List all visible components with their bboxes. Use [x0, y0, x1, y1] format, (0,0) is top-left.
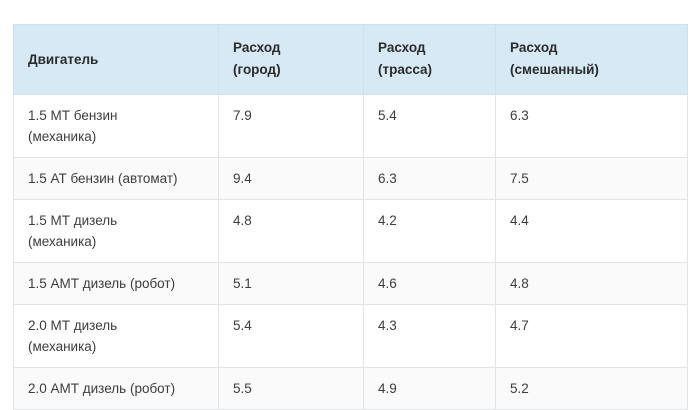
cell-engine: 2.0 АМТ дизель (робот): [13, 367, 219, 410]
table-row: 1.5 МТ бензин (механика) 7.9 5.4 6.3: [13, 94, 688, 158]
cell-city: 9.4: [218, 157, 364, 200]
cell-city: 4.8: [218, 199, 364, 263]
cell-engine-line-1: 1.5 АТ бензин (автомат): [28, 171, 178, 186]
fuel-consumption-table: Двигатель Расход (город) Расход (трасса)…: [13, 24, 688, 410]
cell-engine-line-1: 1.5 АМТ дизель (робот): [28, 276, 176, 291]
cell-engine-line-2: (механика): [28, 234, 97, 249]
cell-highway: 4.2: [363, 199, 496, 263]
cell-engine: 1.5 МТ бензин (механика): [13, 94, 219, 158]
cell-highway: 4.9: [363, 367, 496, 410]
table-row: 2.0 АМТ дизель (робот) 5.5 4.9 5.2: [13, 367, 688, 410]
column-header-engine-line-1: Двигатель: [28, 51, 99, 67]
cell-combined: 4.7: [495, 304, 688, 368]
column-header-city-line-1: Расход: [233, 40, 281, 55]
cell-engine: 1.5 АТ бензин (автомат): [13, 157, 219, 200]
cell-engine-line-1: 1.5 МТ дизель: [28, 213, 118, 228]
cell-city: 5.1: [218, 262, 364, 305]
cell-highway: 5.4: [363, 94, 496, 158]
column-header-engine: Двигатель: [13, 24, 219, 95]
table-row: 1.5 МТ дизель (механика) 4.8 4.2 4.4: [13, 199, 688, 263]
cell-combined: 4.8: [495, 262, 688, 305]
cell-combined: 6.3: [495, 94, 688, 158]
column-header-highway: Расход (трасса): [363, 24, 496, 95]
cell-engine: 1.5 МТ дизель (механика): [13, 199, 219, 263]
cell-engine-line-2: (механика): [28, 339, 97, 354]
column-header-city-line-2: (город): [233, 62, 281, 77]
table-header-row: Двигатель Расход (город) Расход (трасса)…: [13, 24, 688, 95]
cell-engine-line-1: 1.5 МТ бензин: [28, 108, 118, 123]
cell-engine-line-1: 2.0 АМТ дизель (робот): [28, 381, 176, 396]
cell-engine: 2.0 МТ дизель (механика): [13, 304, 219, 368]
cell-engine-line-2: (механика): [28, 129, 97, 144]
table-body: 1.5 МТ бензин (механика) 7.9 5.4 6.3 1.5…: [13, 94, 688, 410]
cell-engine: 1.5 АМТ дизель (робот): [13, 262, 219, 305]
cell-city: 7.9: [218, 94, 364, 158]
table-row: 1.5 АМТ дизель (робот) 5.1 4.6 4.8: [13, 262, 688, 305]
column-header-highway-line-1: Расход: [378, 40, 426, 55]
column-header-combined: Расход (смешанный): [495, 24, 688, 95]
cell-combined: 7.5: [495, 157, 688, 200]
fuel-consumption-table-container: Двигатель Расход (город) Расход (трасса)…: [13, 24, 688, 410]
column-header-highway-line-2: (трасса): [378, 62, 433, 77]
cell-highway: 6.3: [363, 157, 496, 200]
cell-combined: 4.4: [495, 199, 688, 263]
column-header-combined-line-1: Расход: [510, 40, 558, 55]
table-header: Двигатель Расход (город) Расход (трасса)…: [13, 24, 688, 95]
cell-city: 5.5: [218, 367, 364, 410]
cell-highway: 4.3: [363, 304, 496, 368]
table-row: 1.5 АТ бензин (автомат) 9.4 6.3 7.5: [13, 157, 688, 200]
cell-highway: 4.6: [363, 262, 496, 305]
cell-city: 5.4: [218, 304, 364, 368]
column-header-city: Расход (город): [218, 24, 364, 95]
column-header-combined-line-2: (смешанный): [510, 62, 599, 77]
table-row: 2.0 МТ дизель (механика) 5.4 4.3 4.7: [13, 304, 688, 368]
cell-engine-line-1: 2.0 МТ дизель: [28, 318, 118, 333]
cell-combined: 5.2: [495, 367, 688, 410]
